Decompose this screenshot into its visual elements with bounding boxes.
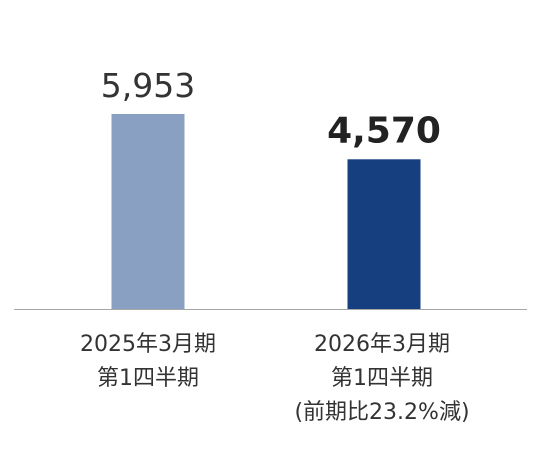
category-label-2026-line3: (前期比23.2%減) — [294, 400, 470, 425]
category-label-2025: 2025年3月期 第1四半期 — [55, 328, 241, 396]
bar-0 — [111, 114, 185, 309]
bar-1 — [347, 159, 421, 309]
category-label-2025-line1: 2025年3月期 — [80, 332, 216, 357]
category-label-2026-line2: 第1四半期 — [331, 366, 433, 391]
category-label-2026-line1: 2026年3月期 — [314, 332, 450, 357]
bar-value-label-1: 4,570 — [327, 110, 441, 151]
category-label-2026: 2026年3月期 第1四半期 (前期比23.2%減) — [277, 328, 487, 430]
bar-value-label-0: 5,953 — [101, 66, 195, 105]
category-label-2025-line2: 第1四半期 — [97, 366, 199, 391]
